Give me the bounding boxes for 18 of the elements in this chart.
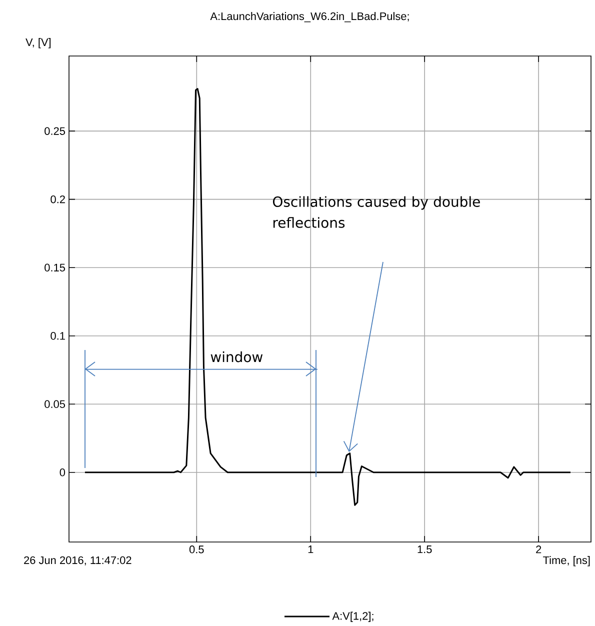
- y-tick-label: 0.25: [44, 127, 66, 135]
- y-tick-label: 0.2: [50, 195, 65, 204]
- y-tick-label: 0: [60, 468, 66, 476]
- y-tick-label: 0.1: [50, 332, 65, 340]
- legend-label: A:V[1,2];: [332, 612, 374, 622]
- text: 26 Jun 2016, 11:47:02: [24, 556, 132, 566]
- x-tick-label: 2: [536, 546, 542, 554]
- x-tick-label: 1.5: [418, 546, 432, 554]
- series-label: window: [210, 351, 263, 362]
- y-tick-label: 0.05: [44, 400, 66, 408]
- x-tick-label: 1: [308, 546, 314, 554]
- annotation: Oscillations caused by double reflections: [272, 196, 480, 228]
- x-tick-label: 0.5: [189, 546, 204, 554]
- line-series: [84, 88, 572, 506]
- y-axis-title: V, [V]: [26, 38, 51, 48]
- x-axis-title: Time, [ns]: [543, 556, 590, 566]
- y-tick-label: 0.15: [44, 264, 66, 272]
- chart-title: A:LaunchVariations_W6.2in_LBad.Pulse;: [210, 12, 409, 22]
